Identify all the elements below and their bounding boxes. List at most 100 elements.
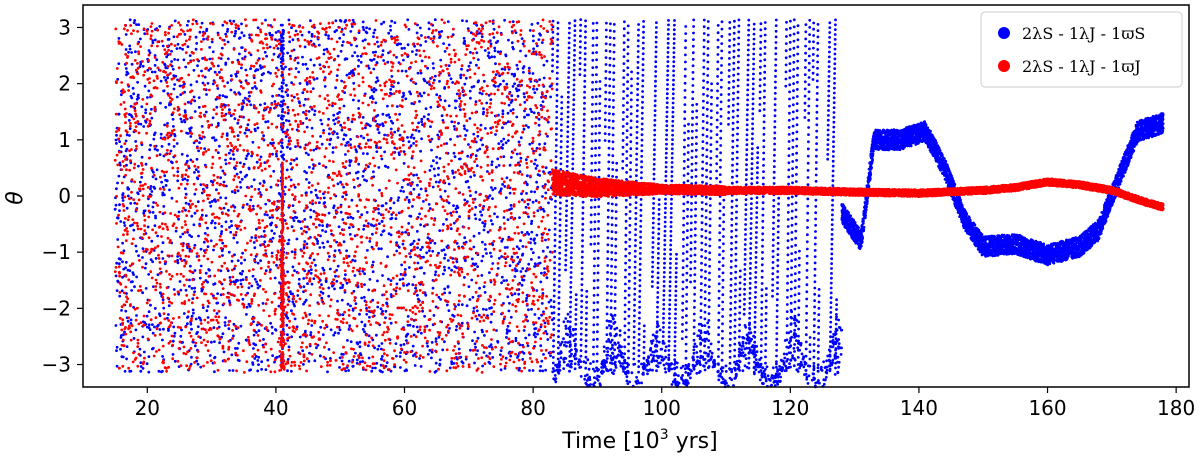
- point-series-1: [721, 322, 724, 326]
- point-series-1: [582, 151, 586, 155]
- point-series-1: [700, 241, 704, 245]
- point-series-1: [657, 208, 661, 211]
- point-series-1: [652, 172, 656, 176]
- point-series-1: [632, 352, 636, 355]
- point-series-1: [749, 227, 753, 230]
- point-series-1: [363, 38, 367, 42]
- point-series-1: [176, 42, 180, 46]
- point-series-1: [501, 146, 504, 150]
- point-series-1: [156, 234, 160, 238]
- point-series-1: [682, 230, 685, 234]
- point-series-1: [376, 40, 379, 44]
- point-series-1: [139, 361, 143, 364]
- point-series-1: [547, 300, 551, 304]
- point-series-1: [303, 300, 307, 304]
- point-series-1: [702, 45, 706, 49]
- point-series-1: [627, 300, 631, 304]
- point-series-1: [501, 126, 504, 130]
- point-series-1: [345, 249, 348, 253]
- point-series-1: [636, 60, 640, 64]
- point-series-1: [719, 129, 723, 133]
- point-series-1: [611, 168, 615, 171]
- point-series-1: [633, 271, 637, 275]
- point-series-1: [763, 64, 767, 68]
- point-series-1: [115, 133, 118, 137]
- point-series-1: [482, 351, 486, 354]
- point-series-1: [190, 314, 194, 318]
- point-series-1: [380, 220, 384, 223]
- point-series-1: [521, 42, 525, 46]
- point-series-1: [533, 241, 537, 245]
- point-series-1: [654, 74, 657, 78]
- point-series-1: [681, 308, 685, 312]
- point-series-1: [608, 63, 612, 67]
- point-series-1: [736, 114, 740, 118]
- point-series-1: [626, 80, 629, 84]
- point-series-1: [614, 217, 618, 220]
- point-series-1: [623, 20, 626, 24]
- point-series-1: [419, 223, 422, 227]
- point-series-1: [681, 280, 685, 284]
- point-series-1: [422, 255, 425, 259]
- point-series-1: [754, 266, 758, 269]
- point-series-1: [557, 279, 561, 283]
- point-series-1: [754, 290, 757, 294]
- point-series-1: [286, 93, 290, 97]
- point-series-1: [731, 145, 735, 149]
- point-series-1: [731, 103, 735, 107]
- point-series-1: [751, 87, 755, 91]
- point-series-1: [381, 309, 384, 313]
- point-series-1: [707, 298, 711, 302]
- point-series-1: [259, 103, 262, 107]
- point-series-1: [151, 331, 155, 335]
- point-series-1: [606, 271, 609, 274]
- point-series-1: [419, 43, 422, 47]
- point-series-1: [193, 110, 197, 113]
- point-series-1: [666, 51, 670, 54]
- point-series-1: [610, 285, 613, 289]
- point-series-1: [596, 271, 600, 275]
- point-series-1: [239, 186, 243, 189]
- point-series-1: [506, 111, 510, 115]
- point-series-1: [438, 229, 442, 233]
- point-series-1: [745, 163, 748, 167]
- point-series-1: [626, 94, 629, 98]
- point-series-1: [426, 66, 429, 70]
- point-series-1: [310, 126, 314, 130]
- point-series-1: [633, 260, 637, 264]
- point-series-1: [555, 82, 559, 86]
- point-series-1: [438, 36, 441, 39]
- point-series-1: [353, 259, 357, 263]
- point-series-1: [715, 118, 719, 122]
- point-series-1: [135, 314, 138, 317]
- point-series-1: [490, 306, 493, 310]
- point-series-1: [189, 158, 193, 162]
- point-series-1: [604, 111, 607, 115]
- point-series-1: [398, 112, 401, 116]
- point-series-1: [131, 280, 134, 284]
- point-series-1: [665, 133, 668, 137]
- point-series-1: [746, 88, 750, 92]
- point-series-1: [582, 134, 586, 138]
- point-series-1: [630, 91, 633, 95]
- point-series-1: [590, 198, 593, 202]
- point-series-1: [702, 52, 706, 56]
- point-series-1: [721, 286, 725, 289]
- point-series-1: [493, 55, 496, 59]
- point-series-1: [151, 346, 155, 350]
- point-series-1: [503, 18, 506, 22]
- point-series-1: [664, 151, 668, 155]
- point-series-1: [180, 120, 184, 124]
- point-series-1: [669, 211, 673, 215]
- point-series-1: [129, 224, 132, 228]
- point-series-1: [606, 215, 610, 219]
- point-series-1: [634, 228, 637, 231]
- point-series-1: [303, 170, 306, 173]
- point-series-1: [549, 305, 553, 308]
- point-series-1: [475, 63, 478, 67]
- point-series-1: [722, 198, 726, 202]
- point-series-1: [704, 222, 708, 226]
- point-series-1: [598, 124, 601, 128]
- point-series-1: [472, 234, 476, 238]
- point-series-1: [692, 25, 695, 28]
